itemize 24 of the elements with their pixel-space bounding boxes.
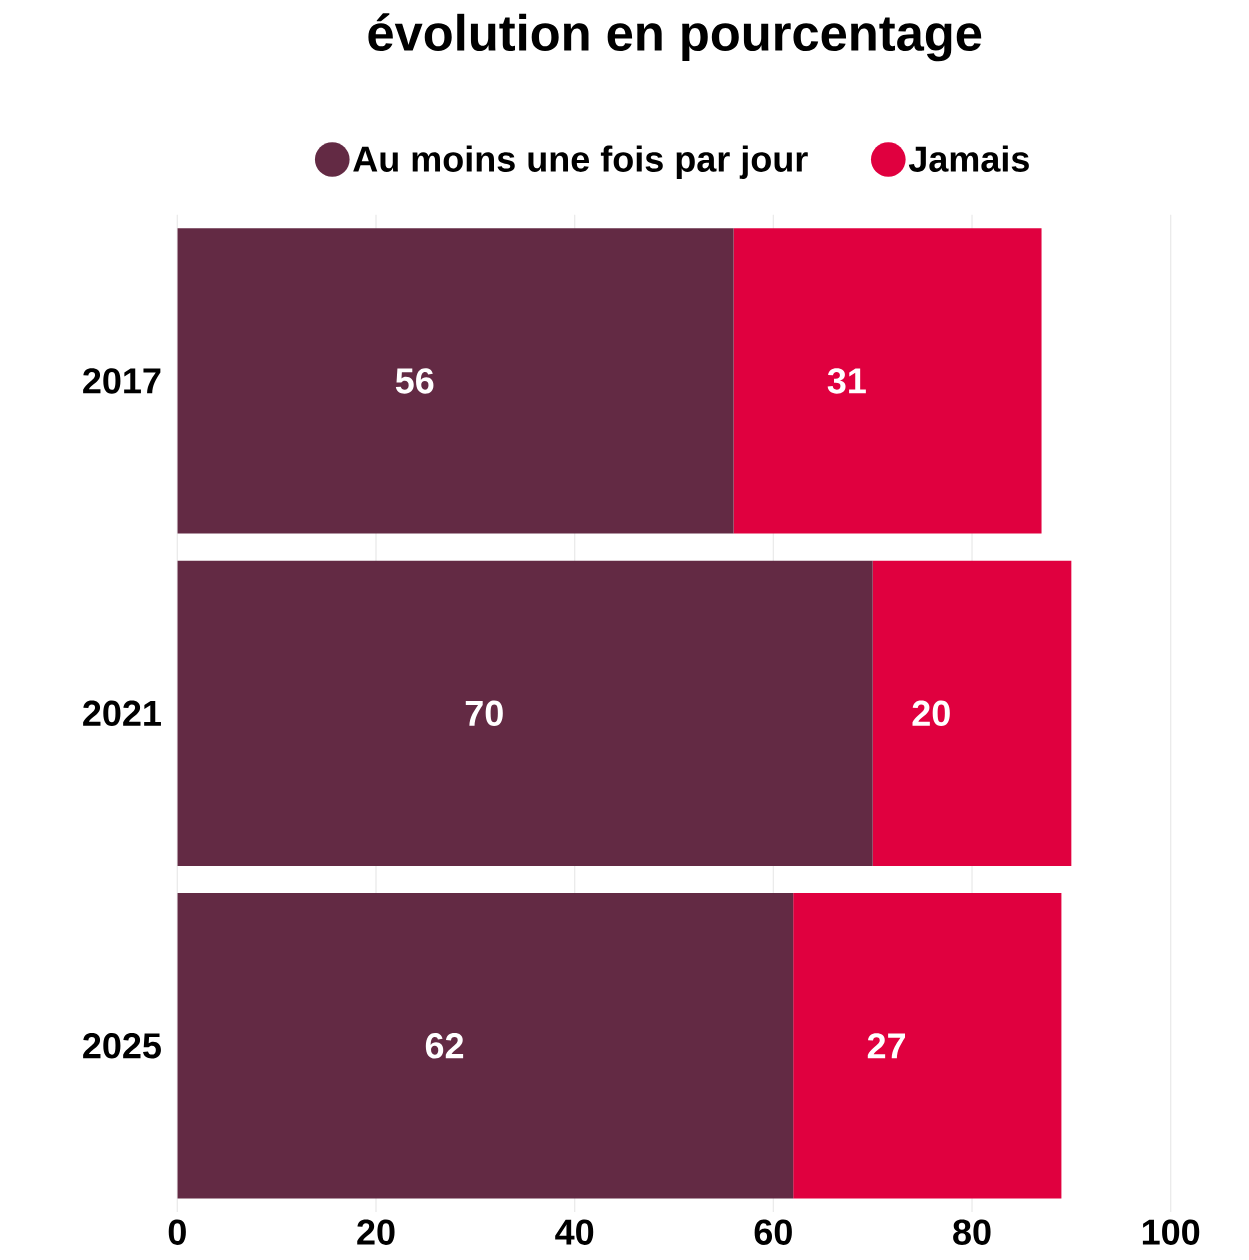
data-label: 70	[465, 700, 503, 727]
bar	[177, 560, 873, 867]
y-tick-label: 2017	[82, 368, 161, 394]
bar	[177, 893, 794, 1199]
x-tick-label: 80	[952, 1219, 991, 1245]
x-tick-label: 0	[168, 1219, 186, 1245]
data-label: 62	[425, 1033, 463, 1059]
legend-label: Jamais	[908, 145, 1029, 172]
bar	[872, 560, 1072, 867]
bar	[733, 228, 1042, 534]
legend-label: Au moins une fois par jour	[353, 145, 808, 179]
data-label: 56	[395, 368, 434, 394]
chart-title: évolution en pourcentage	[368, 13, 982, 62]
y-tick-label: 2025	[82, 1033, 161, 1059]
x-tick-label: 40	[555, 1219, 594, 1245]
data-label: 27	[867, 1033, 905, 1059]
x-tick-label: 60	[754, 1219, 792, 1245]
y-tick-label: 2021	[82, 700, 161, 727]
x-tick-label: 20	[357, 1219, 395, 1245]
data-label: 31	[827, 368, 866, 394]
data-label: 20	[912, 700, 950, 727]
bar	[177, 228, 734, 534]
x-tick-label: 100	[1142, 1219, 1200, 1245]
bar	[793, 893, 1062, 1199]
